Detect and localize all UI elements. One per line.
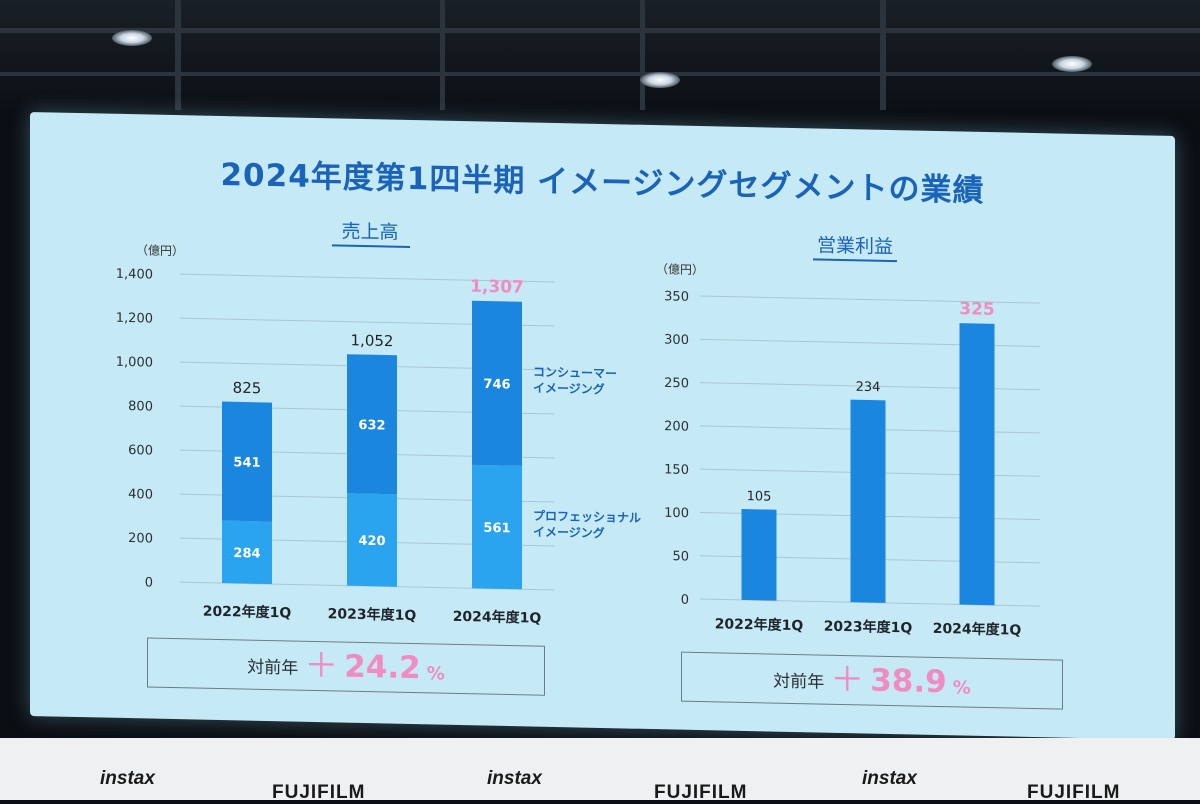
instax-logo: instax [100,768,155,789]
sales-x-tick: 2024年度1Q [453,608,542,627]
profit-value-label: 325 [959,299,994,320]
legend-professional-imaging: プロフェッショナル [533,508,641,525]
profit-y-tick: 250 [664,376,689,392]
profit-value-label: 105 [747,489,772,505]
ceiling-light-icon [640,72,680,88]
legend-consumer-imaging: イメージング [533,380,605,397]
sales-bar-professional [347,493,397,587]
sales-bar-professional [222,520,272,585]
sales-segment-label: 746 [483,377,510,393]
instax-logo: instax [487,768,542,789]
sales-unit-label: （億円） [136,243,184,258]
sales-y-tick: 0 [145,575,153,590]
instax-logo: instax [862,768,917,789]
sales-y-tick: 1,200 [116,311,153,327]
presentation-slide: 2024年度第1四半期 イメージングセグメントの業績 売上高 （億円） 1,40… [30,112,1175,740]
sales-total-label: 1,307 [470,277,524,298]
sales-segment-label: 420 [358,534,385,550]
profit-bar [959,323,995,606]
ceiling-background [0,0,1200,110]
sales-segment-label: 284 [233,546,260,562]
profit-chart: 営業利益 （億円） 350 300 250 200 150 100 50 0 105 2022年… [656,234,1040,639]
sales-x-tick: 2022年度1Q [203,603,292,622]
sales-x-tick: 2023年度1Q [328,605,417,624]
profit-bar [741,509,777,601]
sales-title-underline [332,244,410,248]
profit-y-tick: 300 [664,333,689,349]
sales-chart: 売上高 （億円） 1,400 1,200 1,000 800 600 400 200 0 28… [116,221,641,627]
profit-gridline [700,295,1040,304]
legend-professional-imaging: イメージング [533,524,605,541]
ceiling-light-icon [112,30,152,46]
sales-y-tick: 600 [128,443,153,459]
sales-yoy-value: 24.2 [344,648,421,687]
fujifilm-logo: FUJIFILM [654,782,748,803]
sales-segment-label: 561 [483,521,510,537]
fujifilm-logo: FUJIFILM [1027,782,1121,803]
profit-title-underline [813,258,897,263]
profit-y-tick: 0 [681,593,689,608]
profit-x-tick: 2022年度1Q [715,615,804,634]
sales-y-tick: 1,000 [116,355,153,371]
sales-yoy-label: 対前年 [247,657,299,679]
sales-y-tick: 400 [128,487,153,503]
profit-y-tick: 100 [664,506,689,522]
profit-y-tick: 350 [664,289,689,305]
legend-consumer-imaging: コンシューマー [533,365,617,381]
fujifilm-logo: FUJIFILM [272,782,366,803]
sales-y-tick: 1,400 [116,267,153,283]
ceiling-light-icon [1052,56,1092,72]
stage-backdrop: instax FUJIFILM instax FUJIFILM instax F… [0,738,1200,803]
profit-yoy-box: 対前年 ＋ 38.9 % [681,651,1063,710]
profit-y-tick: 50 [672,549,689,564]
sales-segment-label: 541 [233,455,260,471]
profit-yoy-unit: % [952,676,971,699]
sales-total-label: 1,052 [351,331,394,350]
profit-y-tick: 200 [664,419,689,435]
sales-bar-consumer [347,354,397,495]
profit-chart-title: 営業利益 [817,234,893,258]
profit-bar [850,399,886,603]
profit-yoy-label: 対前年 [773,671,825,693]
sales-bar-consumer [472,300,522,466]
profit-x-tick: 2023年度1Q [824,618,913,637]
sales-segment-label: 632 [358,418,385,434]
profit-y-tick: 150 [664,462,689,478]
sales-yoy-unit: % [426,662,445,685]
profit-x-tick: 2024年度1Q [933,620,1022,639]
profit-yoy-value: 38.9 [870,662,947,701]
profit-unit-label: （億円） [656,262,704,277]
sales-chart-title: 売上高 [341,221,398,244]
sales-gridline [180,273,555,283]
sales-total-label: 825 [233,379,262,398]
sales-bar-consumer [222,401,272,522]
sales-yoy-plus: ＋ [304,645,339,687]
sales-bar-professional [472,464,522,590]
profit-value-label: 234 [856,380,881,396]
sales-y-tick: 800 [128,399,153,415]
sales-yoy-box: 対前年 ＋ 24.2 % [147,637,545,696]
sales-y-tick: 200 [128,531,153,547]
profit-yoy-plus: ＋ [830,659,865,701]
